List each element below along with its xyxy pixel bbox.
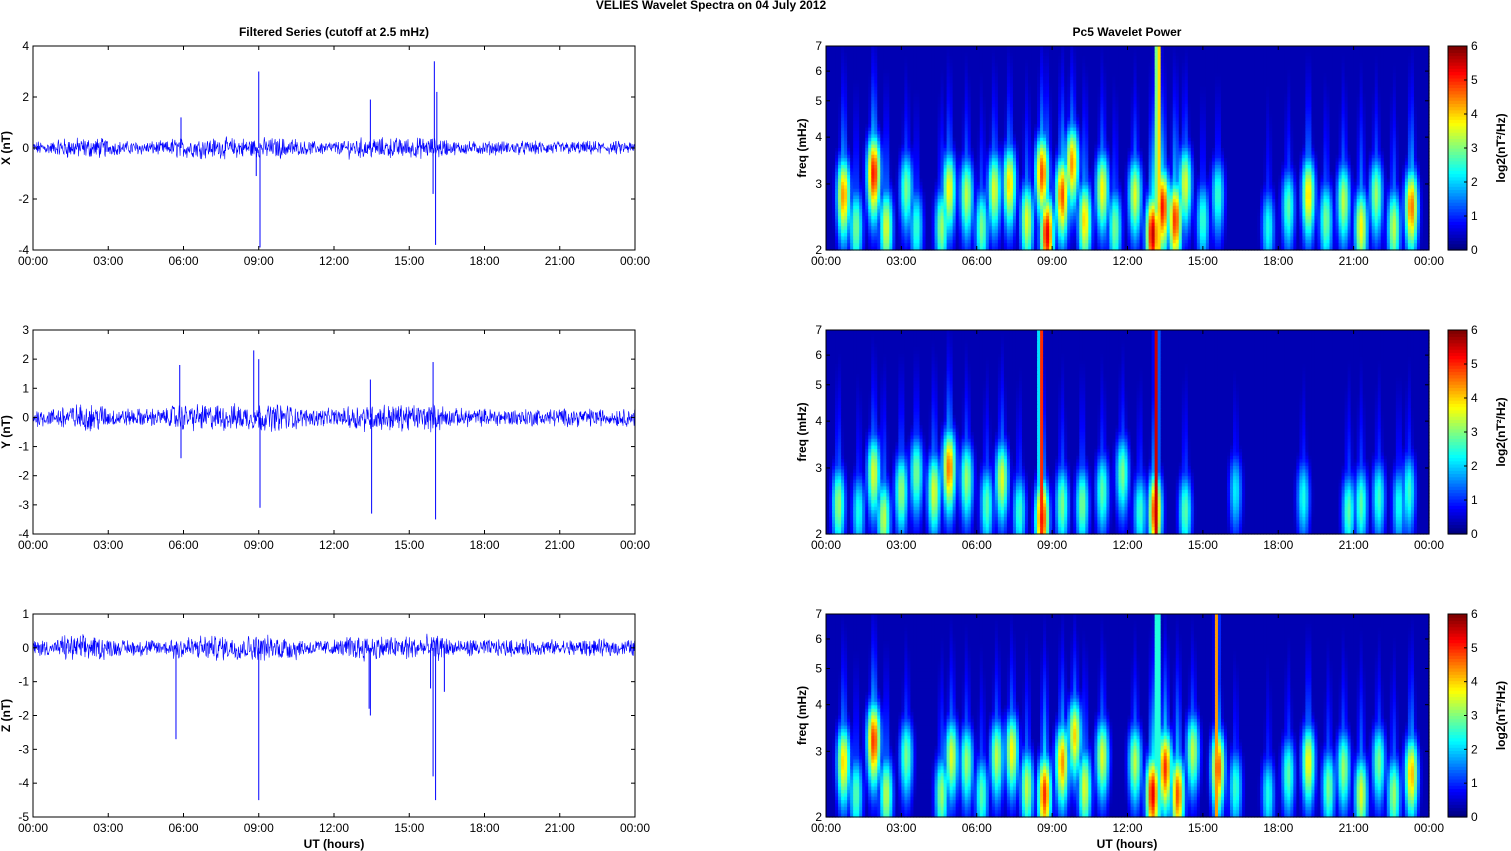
right-column-title: Pc5 Wavelet Power [1073,25,1182,39]
y-tick-label: 0 [22,410,29,424]
x-tick-label: 15:00 [394,538,424,552]
x-tick-label: 06:00 [168,821,198,835]
plot-area [33,330,635,534]
y-tick-label: 0 [22,141,29,155]
x-tick-label: 15:00 [394,821,424,835]
x-tick-label: 12:00 [319,254,349,268]
y-tick-label: -3 [18,742,29,756]
y-axis-label: X (nT) [0,131,13,165]
x-tick-label: 03:00 [93,821,123,835]
x-tick-label: 00:00 [620,821,650,835]
x-tick-label: 18:00 [469,538,499,552]
y-tick-label: 3 [22,323,29,337]
x-tick-label: 21:00 [545,538,575,552]
x-tick-label: 03:00 [93,538,123,552]
y-tick-label: -2 [18,709,29,723]
y-axis-label: Z (nT) [0,699,13,732]
y-tick-label: -3 [18,498,29,512]
y-tick-label: 2 [22,352,29,366]
y-tick-label: -4 [18,776,29,790]
y-tick-label: -2 [18,192,29,206]
heatmap-cells [826,46,1430,251]
y-tick-label: 2 [22,90,29,104]
x-tick-label: 12:00 [319,821,349,835]
x-tick-label: 00:00 [620,538,650,552]
y-tick-label: 1 [22,381,29,395]
y-tick-label: 1 [22,607,29,621]
y-tick-label: -1 [18,440,29,454]
x-tick-label: 18:00 [469,254,499,268]
x-tick-label: 00:00 [18,254,48,268]
y-tick-label: 4 [22,39,29,53]
y-tick-label: 0 [22,641,29,655]
x-tick-label: 09:00 [244,821,274,835]
x-tick-label: 03:00 [93,254,123,268]
figure-title: VELIES Wavelet Spectra on 04 July 2012 [596,0,827,12]
x-tick-label: 00:00 [620,254,650,268]
y-tick-label: -1 [18,675,29,689]
x-tick-label: 18:00 [469,821,499,835]
x-tick-label: 15:00 [394,254,424,268]
right-xlabel: UT (hours) [1097,837,1158,851]
x-tick-label: 21:00 [545,254,575,268]
x-tick-label: 21:00 [545,821,575,835]
x-tick-label: 00:00 [18,538,48,552]
y-axis-label: Y (nT) [0,415,13,449]
x-tick-label: 09:00 [244,538,274,552]
x-tick-label: 06:00 [168,538,198,552]
panels: -4 -2 0 2 4 00:00 03:00 06:00 09:00 12:00 15:00 18:… [0,39,1508,835]
y-tick-label: -2 [18,469,29,483]
left-column-title: Filtered Series (cutoff at 2.5 mHz) [239,25,429,39]
left-xlabel: UT (hours) [304,837,365,851]
x-tick-label: 09:00 [244,254,274,268]
x-tick-label: 00:00 [18,821,48,835]
x-tick-label: 12:00 [319,538,349,552]
x-tick-label: 06:00 [168,254,198,268]
